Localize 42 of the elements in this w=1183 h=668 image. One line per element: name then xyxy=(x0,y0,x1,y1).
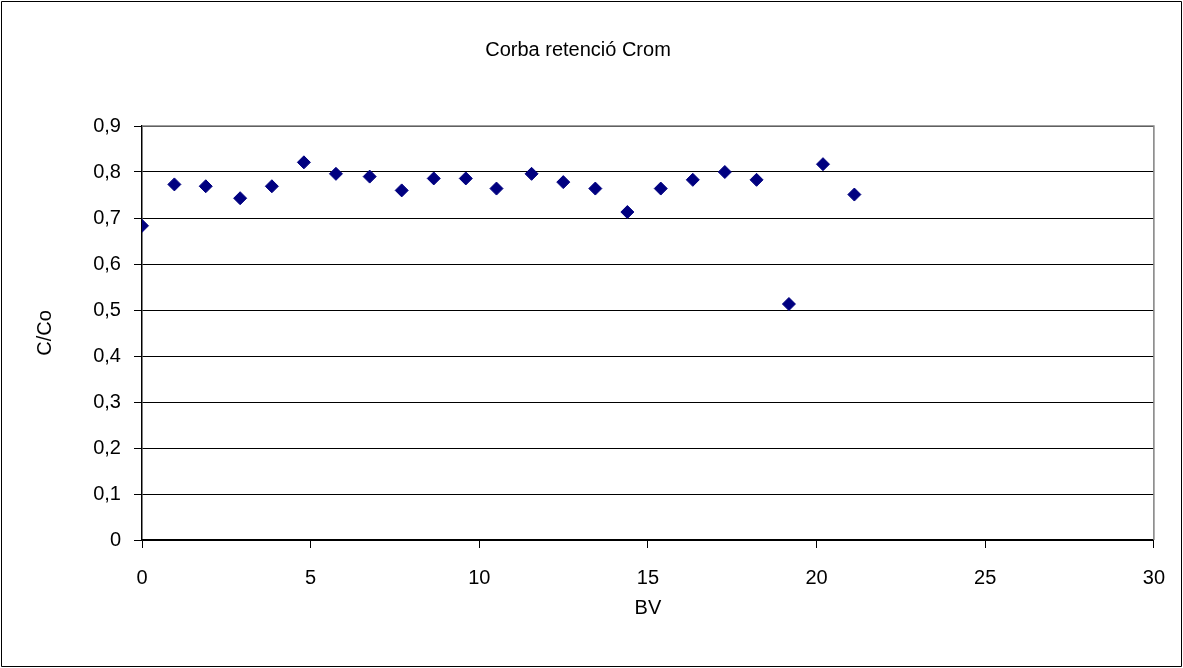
point xyxy=(233,191,248,206)
point xyxy=(394,183,409,198)
point xyxy=(588,181,603,196)
y-axis-title: C/Co xyxy=(32,310,55,356)
point xyxy=(426,171,441,186)
point xyxy=(556,175,571,190)
y-tick-label: 0,3 xyxy=(93,389,121,412)
x-tick-label: 10 xyxy=(468,565,491,588)
point xyxy=(167,177,182,192)
y-tick-label: 0,2 xyxy=(93,435,121,458)
y-tick-label: 0,5 xyxy=(93,297,121,320)
y-tick-label: 0,6 xyxy=(93,251,121,274)
point xyxy=(749,172,764,187)
y-tick-label: 0,1 xyxy=(93,481,121,504)
point xyxy=(815,157,830,172)
point xyxy=(264,179,279,194)
point xyxy=(458,171,473,186)
y-tick-label: 0,9 xyxy=(93,113,121,136)
chart-title: Corba retenció Crom xyxy=(485,37,671,60)
x-tick-label: 15 xyxy=(636,565,660,588)
x-tick-label: 0 xyxy=(136,565,148,588)
point xyxy=(198,179,213,194)
point xyxy=(489,181,504,196)
x-tick-label: 20 xyxy=(805,565,828,588)
point xyxy=(362,169,377,184)
y-tick-label: 0 xyxy=(109,527,121,550)
x-tick-label: 25 xyxy=(974,565,997,588)
x-tick-label: 30 xyxy=(1142,565,1165,588)
point xyxy=(781,297,796,312)
y-tick-label: 0,7 xyxy=(93,205,121,228)
point xyxy=(847,187,862,202)
point xyxy=(328,166,343,181)
y-tick-label: 0,8 xyxy=(93,159,121,182)
point xyxy=(653,181,668,196)
point xyxy=(685,172,700,187)
point xyxy=(717,165,732,179)
point xyxy=(524,166,539,181)
y-tick-label: 0,4 xyxy=(93,343,121,366)
x-tick-label: 5 xyxy=(305,565,317,588)
x-axis-title: BV xyxy=(634,595,662,618)
point xyxy=(620,205,635,220)
point xyxy=(296,155,311,170)
